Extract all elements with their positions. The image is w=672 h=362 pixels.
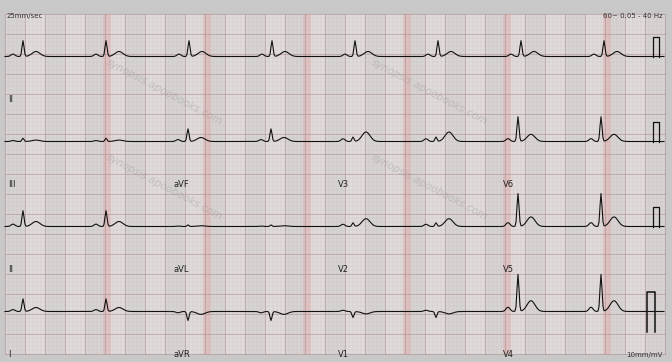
Bar	[25, 14, 45, 354]
Bar	[505, 14, 525, 354]
Bar	[245, 14, 265, 354]
Bar	[225, 14, 245, 354]
Bar	[203, 14, 211, 354]
Bar	[103, 14, 111, 354]
Text: II: II	[8, 265, 13, 274]
Text: aVL: aVL	[173, 265, 189, 274]
Bar	[605, 14, 625, 354]
Text: III: III	[8, 180, 15, 189]
Text: aVR: aVR	[173, 350, 190, 359]
Bar	[485, 14, 505, 354]
Bar	[165, 14, 185, 354]
Bar	[645, 14, 665, 354]
Bar	[325, 14, 345, 354]
Bar	[625, 14, 645, 354]
Bar	[65, 14, 85, 354]
Text: V2: V2	[338, 265, 349, 274]
Bar	[545, 14, 565, 354]
Bar	[303, 14, 311, 354]
Bar	[105, 14, 125, 354]
Text: V3: V3	[338, 180, 349, 189]
Text: V6: V6	[503, 180, 514, 189]
Bar	[205, 14, 225, 354]
Text: 60~ 0.05 - 40 Hz: 60~ 0.05 - 40 Hz	[603, 13, 663, 19]
Text: synopsis.apoobooks.com: synopsis.apoobooks.com	[370, 152, 490, 222]
Bar	[265, 14, 285, 354]
Text: II: II	[8, 95, 13, 104]
Text: synopsis.apoobooks.com: synopsis.apoobooks.com	[370, 57, 490, 127]
Bar	[125, 14, 145, 354]
Bar	[345, 14, 365, 354]
Bar	[503, 14, 511, 354]
Bar	[405, 14, 425, 354]
Bar	[385, 14, 405, 354]
Bar	[185, 14, 205, 354]
Text: synopsis.apoobooks.com: synopsis.apoobooks.com	[106, 152, 224, 222]
Bar	[403, 14, 411, 354]
Text: synopsis.apoobooks.com: synopsis.apoobooks.com	[106, 57, 224, 127]
Text: 25mm/sec: 25mm/sec	[7, 13, 44, 19]
Bar	[465, 14, 485, 354]
Bar	[425, 14, 445, 354]
Text: aVF: aVF	[173, 180, 189, 189]
Bar	[603, 14, 611, 354]
Text: V1: V1	[338, 350, 349, 359]
Bar	[5, 14, 25, 354]
Text: V4: V4	[503, 350, 514, 359]
Bar	[285, 14, 305, 354]
Text: I: I	[8, 350, 11, 359]
Bar	[525, 14, 545, 354]
Bar	[305, 14, 325, 354]
Bar	[585, 14, 605, 354]
Bar	[565, 14, 585, 354]
Bar	[85, 14, 105, 354]
Text: V5: V5	[503, 265, 514, 274]
Bar	[445, 14, 465, 354]
Text: 10mm/mV: 10mm/mV	[626, 352, 663, 358]
Bar	[365, 14, 385, 354]
Bar	[45, 14, 65, 354]
Bar	[145, 14, 165, 354]
